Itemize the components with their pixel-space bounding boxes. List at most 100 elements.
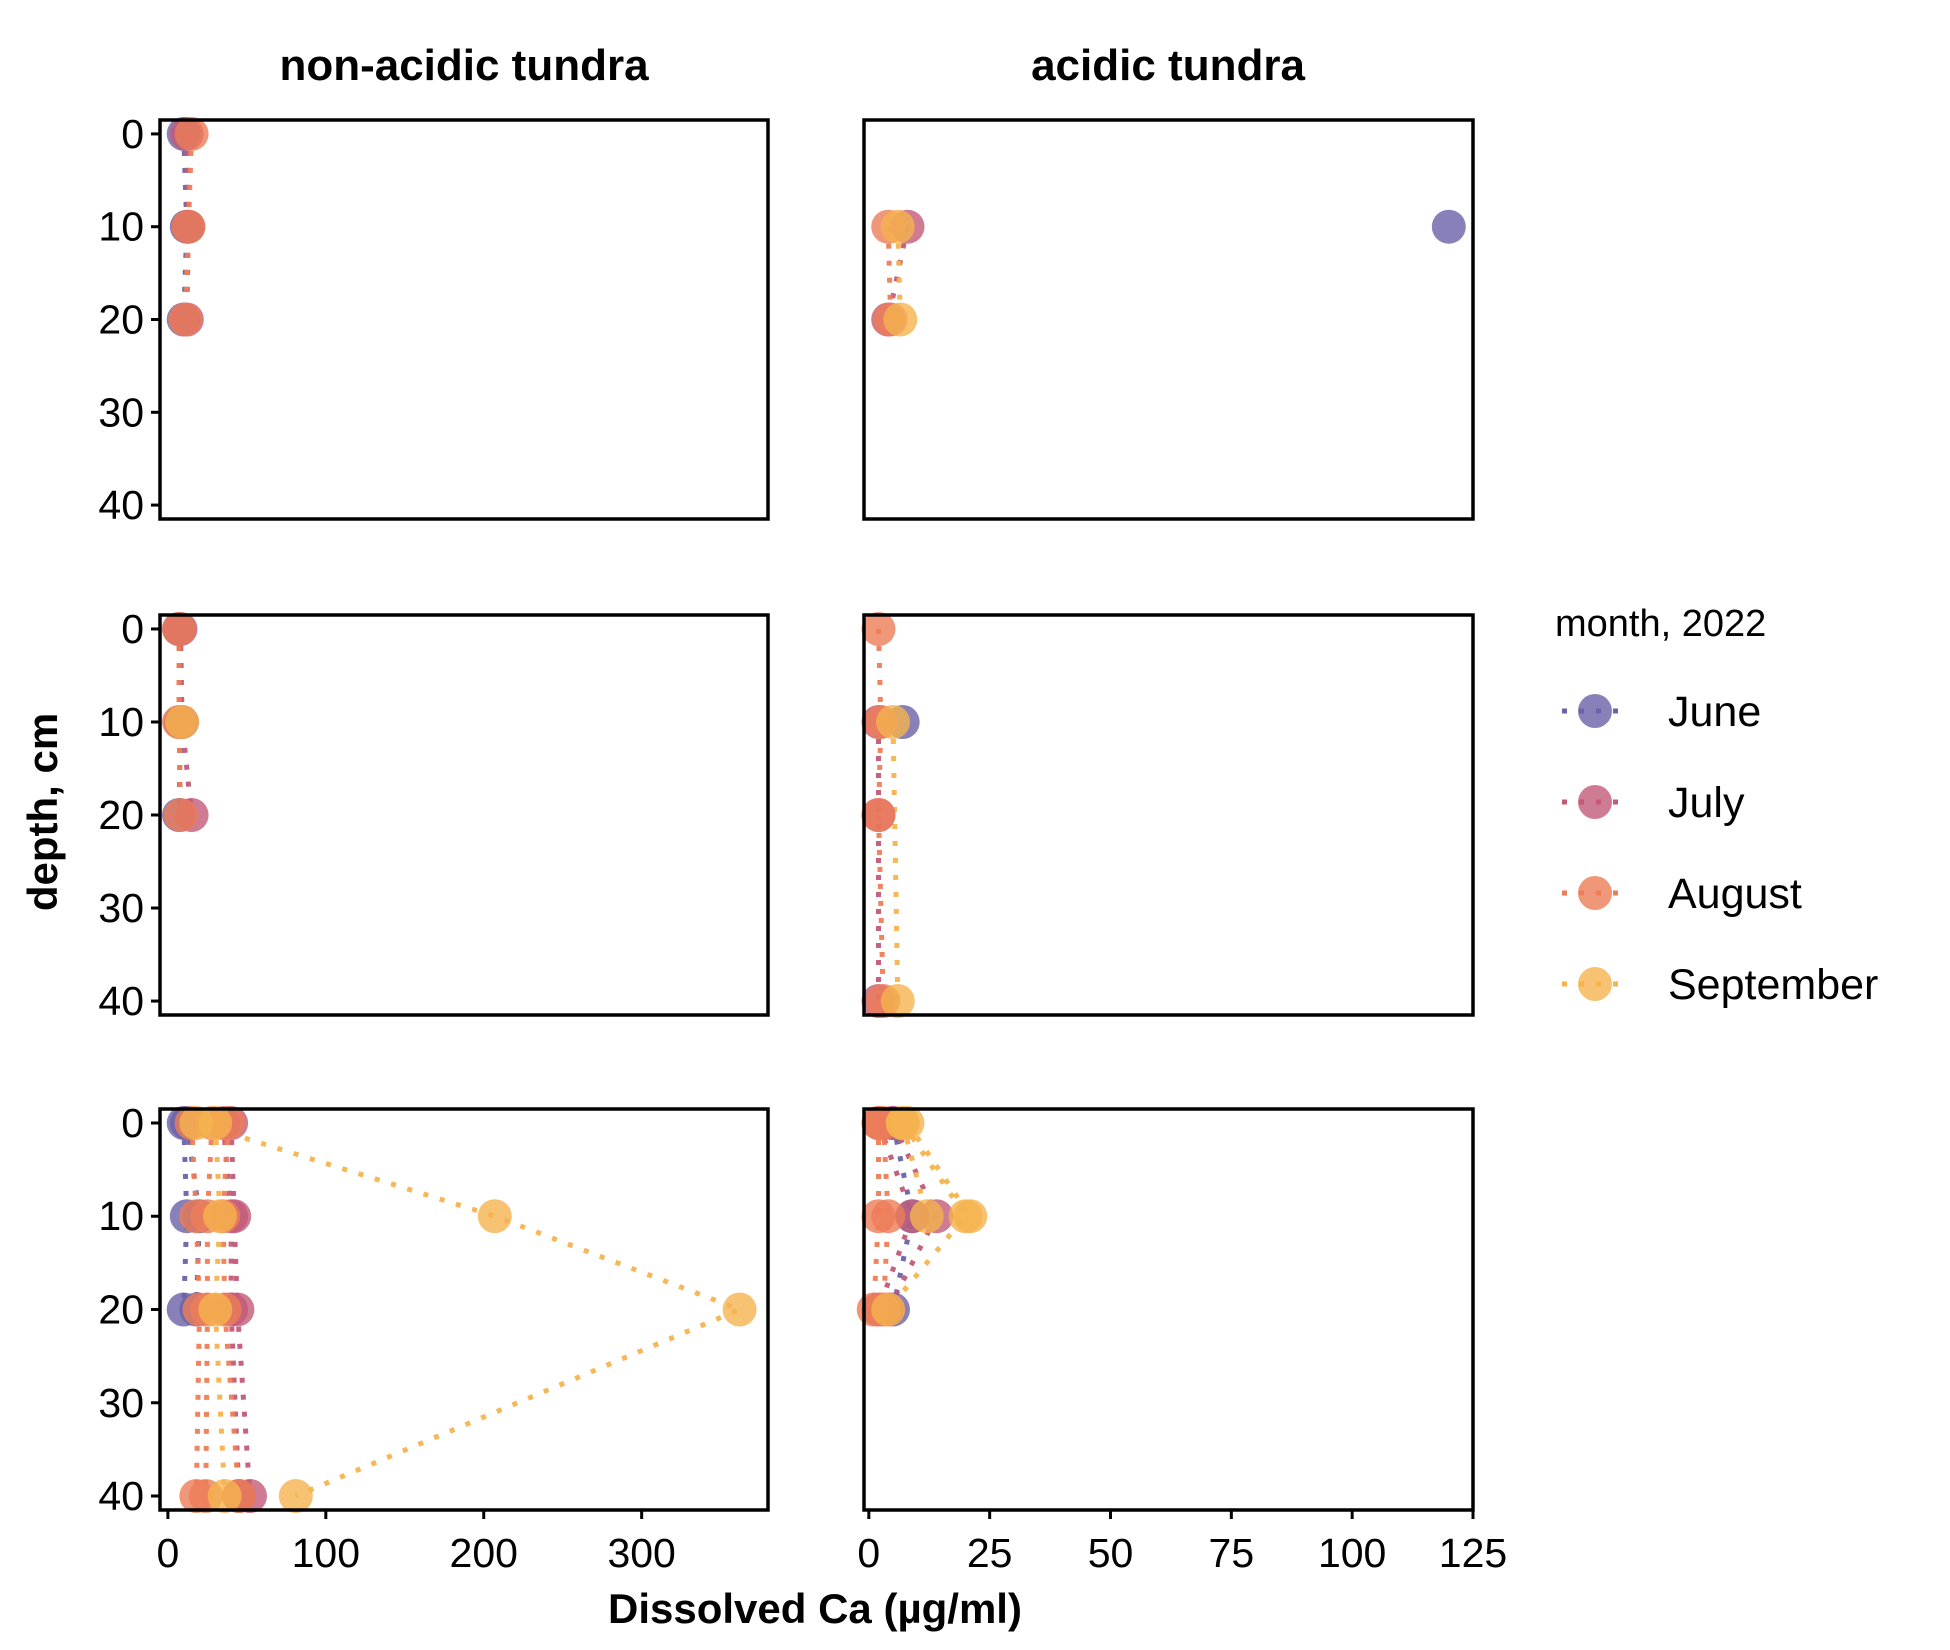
y-tick-label: 20 xyxy=(98,297,144,343)
x-tick-label: 75 xyxy=(1209,1530,1255,1576)
profile-line-july xyxy=(228,1122,253,1497)
data-point-august xyxy=(168,302,203,337)
data-point-august xyxy=(162,612,196,646)
data-point-june xyxy=(1431,209,1466,244)
legend-item-june: June xyxy=(1562,688,1761,736)
panel-row2-non-acidic-tundra: 0 10 20 30 40 xyxy=(98,606,770,1024)
x-tick-label: 25 xyxy=(967,1530,1013,1576)
y-tick-label: 40 xyxy=(98,1473,144,1519)
profile-line-august xyxy=(220,1122,242,1497)
y-axis-title: depth, cm xyxy=(19,713,66,911)
data-point-september xyxy=(198,1106,233,1140)
data-point-september xyxy=(278,1479,313,1513)
panel-border xyxy=(158,118,770,521)
y-tick-label: 40 xyxy=(98,978,144,1024)
profile-line-august xyxy=(880,1122,891,1310)
y-tick-label: 0 xyxy=(121,111,144,157)
data-point-september xyxy=(885,1106,920,1140)
profile-points xyxy=(861,612,920,1018)
profile-points xyxy=(166,1106,757,1513)
data-point-august xyxy=(163,798,198,832)
panel-border xyxy=(862,118,1475,521)
data-point-september xyxy=(198,1292,233,1327)
profile-line-july xyxy=(220,1122,242,1497)
x-tick-label: 125 xyxy=(1439,1530,1507,1576)
panel-border xyxy=(158,613,770,1017)
legend-key-point-september xyxy=(1578,967,1612,1001)
legend-key-point-june xyxy=(1578,694,1612,728)
y-tick-label: 30 xyxy=(98,1380,144,1426)
strip-label-non-acidic-tundra: non-acidic tundra xyxy=(279,41,649,90)
data-point-september xyxy=(909,1199,944,1234)
legend-item-august: August xyxy=(1562,870,1802,918)
x-tick-label: 0 xyxy=(857,1530,880,1576)
y-tick-label: 30 xyxy=(98,885,144,931)
data-point-september xyxy=(477,1199,512,1234)
profile-line-july xyxy=(178,628,195,816)
strip-label-acidic-tundra: acidic tundra xyxy=(1031,41,1305,90)
y-tick-label: 0 xyxy=(121,606,144,652)
y-tick-label: 0 xyxy=(121,1100,144,1146)
profile-line-september xyxy=(890,721,901,1002)
data-point-september xyxy=(207,1479,242,1513)
profile-points xyxy=(871,209,1466,337)
panel-row1-non-acidic-tundra: 0 10 20 30 40 xyxy=(98,111,770,528)
panel-border xyxy=(862,613,1475,1017)
y-tick-label: 10 xyxy=(98,699,144,745)
legend-key-point-july xyxy=(1578,785,1612,819)
panel-row2-acidic-tundra xyxy=(861,612,1475,1018)
legend-item-september: September xyxy=(1562,961,1878,1009)
profile-line-september xyxy=(212,1122,228,1497)
x-tick-label: 300 xyxy=(607,1530,675,1576)
legend-key-point-august xyxy=(1578,876,1612,910)
data-point-september xyxy=(883,302,918,337)
panel-row3-acidic-tundra: 0 25 50 75 100 125 xyxy=(856,1106,1507,1576)
x-tick-label: 100 xyxy=(1318,1530,1386,1576)
profile-points xyxy=(162,612,209,832)
panel-border xyxy=(862,1107,1475,1512)
legend-label-august: August xyxy=(1668,870,1802,918)
x-tick-label: 0 xyxy=(156,1530,179,1576)
profile-line-august xyxy=(176,629,183,816)
profile-lines xyxy=(181,133,195,320)
x-tick-label: 50 xyxy=(1088,1530,1134,1576)
profile-line-august xyxy=(875,628,886,1002)
column-strips: non-acidic tundra acidic tundra xyxy=(279,41,1305,90)
legend-item-july: July xyxy=(1562,779,1745,827)
y-tick-label: 40 xyxy=(98,482,144,528)
data-point-september xyxy=(953,1199,988,1234)
y-tick-label: 20 xyxy=(98,1287,144,1333)
profile-line-august xyxy=(871,1123,881,1310)
profile-points xyxy=(166,116,209,337)
data-point-august xyxy=(861,798,896,832)
x-tick-label: 100 xyxy=(292,1530,360,1576)
data-point-september xyxy=(722,1292,757,1327)
y-tick-label: 20 xyxy=(98,792,144,838)
data-point-september xyxy=(203,1199,237,1234)
profile-line-september xyxy=(905,1121,973,1218)
profile-line-june xyxy=(181,1122,190,1310)
data-point-september xyxy=(880,984,915,1018)
legend-label-july: July xyxy=(1668,779,1745,827)
data-point-august xyxy=(861,612,896,646)
profile-line-september xyxy=(195,1120,747,1499)
legend: month, 2022 June July August September xyxy=(1555,603,1878,1009)
legend-keys: June July August September xyxy=(1562,688,1878,1009)
x-axis-title: Dissolved Ca (µg/ml) xyxy=(608,1585,1022,1632)
legend-title: month, 2022 xyxy=(1555,603,1766,645)
y-tick-label: 10 xyxy=(98,1193,144,1239)
y-tick-label: 10 xyxy=(98,204,144,250)
data-point-august xyxy=(871,1199,906,1234)
profile-line-august xyxy=(203,1122,215,1497)
data-point-september xyxy=(880,209,915,244)
profile-lines xyxy=(875,628,901,1002)
data-point-september xyxy=(165,705,200,739)
panel-row3-non-acidic-tundra: 0 10 20 30 40 0 100 200 300 xyxy=(98,1100,770,1576)
profile-points xyxy=(856,1106,988,1327)
data-point-august xyxy=(174,116,209,151)
panel-row1-acidic-tundra xyxy=(862,118,1475,521)
data-point-september xyxy=(876,705,910,739)
data-point-august xyxy=(171,209,206,244)
profile-lines xyxy=(181,1120,747,1499)
